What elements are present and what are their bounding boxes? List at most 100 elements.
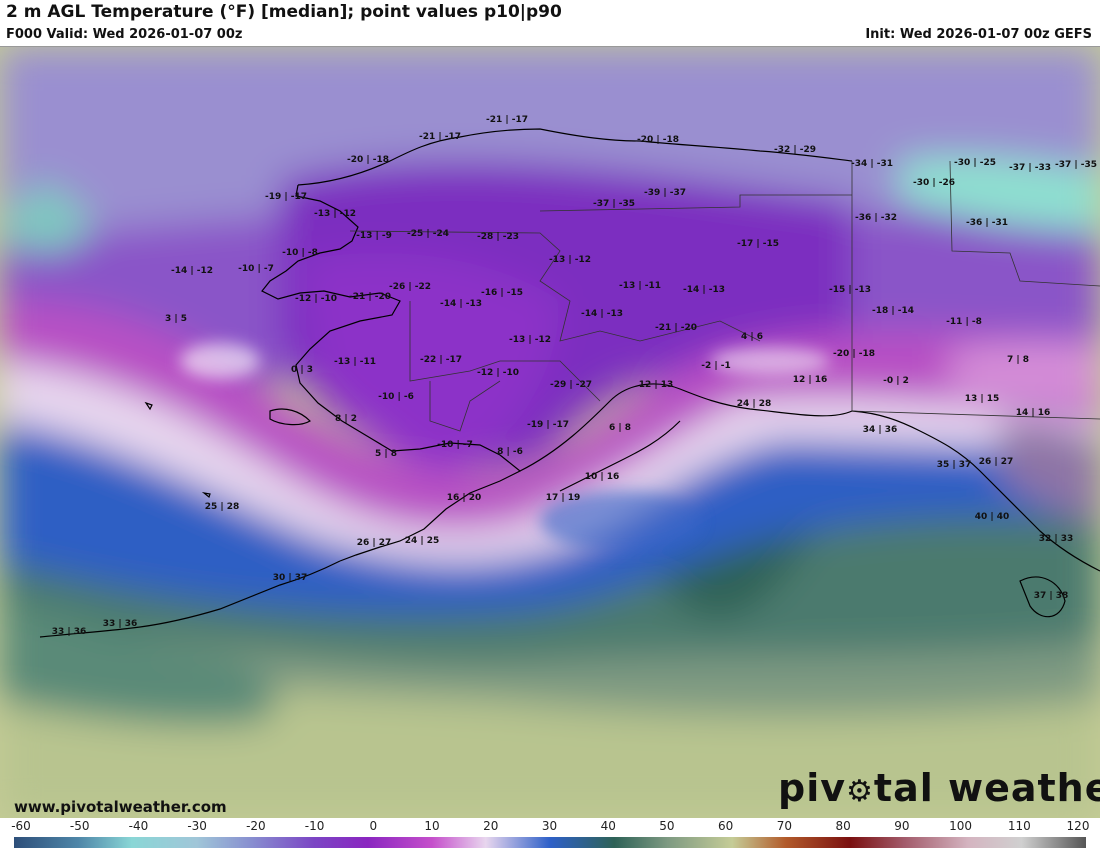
legend-tick: 10	[424, 819, 440, 833]
point-value-label: -36 | -31	[966, 218, 1008, 228]
point-value-label: -21 | -20	[349, 292, 391, 302]
point-value-label: 5 | 8	[375, 449, 397, 459]
legend-tick: 60	[718, 819, 734, 833]
point-value-label: -12 | -10	[295, 294, 337, 304]
admin-borders	[349, 160, 1100, 432]
point-value-label: -21 | -17	[419, 132, 461, 142]
legend-tick: -60	[11, 819, 31, 833]
init-time: Init: Wed 2026-01-07 00z GEFS	[865, 27, 1092, 42]
point-value-label: -22 | -17	[420, 355, 462, 365]
point-value-label: 12 | 16	[793, 375, 828, 385]
point-value-label: -30 | -25	[954, 158, 996, 168]
point-value-label: -20 | -18	[833, 349, 875, 359]
valid-time: F000 Valid: Wed 2026-01-07 00z	[6, 27, 243, 42]
point-value-label: -17 | -15	[737, 239, 779, 249]
point-value-label: -16 | -15	[481, 288, 523, 298]
point-value-label: -28 | -23	[477, 232, 519, 242]
point-value-label: 4 | 6	[741, 332, 763, 342]
point-value-label: -18 | -14	[872, 306, 914, 316]
legend-tick: -40	[128, 819, 149, 833]
website-url[interactable]: www.pivotalweather.com	[14, 798, 227, 816]
legend-tick: -10	[304, 819, 325, 833]
point-value-label: 37 | 38	[1034, 591, 1069, 601]
point-value-label: 17 | 19	[546, 493, 581, 503]
point-value-label: 35 | 37	[937, 460, 972, 470]
point-value-label: -10 | -7	[238, 264, 274, 274]
legend-tick: 30	[541, 819, 558, 833]
temperature-map[interactable]: -21 | -17 -21 | -17 -20 | -18 -20 | -18 -32 …	[0, 46, 1100, 819]
point-value-label: 16 | 20	[447, 493, 482, 503]
point-value-label: 7 | 8	[1007, 355, 1029, 365]
point-value-label: 8 | 2	[335, 414, 357, 424]
legend-tick: 0	[369, 819, 378, 833]
point-value-label: -14 | -12	[171, 266, 213, 276]
point-value-label: -36 | -32	[855, 213, 897, 223]
legend-tick: 40	[600, 819, 616, 833]
point-value-label: 33 | 36	[103, 619, 138, 629]
gear-icon: ⚙	[846, 774, 874, 809]
point-value-label: 6 | 8	[609, 423, 631, 433]
point-value-label: -20 | -18	[637, 135, 679, 145]
legend-tick: 90	[894, 819, 910, 833]
legend-tick: 110	[1007, 819, 1031, 833]
point-value-label: -26 | -22	[389, 282, 431, 292]
point-value-label: -13 | -11	[334, 357, 376, 367]
point-value-label: 34 | 36	[863, 425, 898, 435]
point-value-label: 26 | 27	[979, 457, 1014, 467]
point-value-label: -13 | -12	[549, 255, 591, 265]
point-value-label: -21 | -17	[486, 115, 528, 125]
coastline	[39, 128, 1100, 638]
point-value-label: -14 | -13	[440, 299, 482, 309]
point-value-label: 0 | 3	[291, 365, 313, 375]
point-value-label: -20 | -18	[347, 155, 389, 165]
point-value-label: -13 | -9	[356, 231, 392, 241]
point-value-label: 10 | 16	[585, 472, 620, 482]
point-value-label: -25 | -24	[407, 229, 449, 239]
legend-tick: 50	[659, 819, 675, 833]
legend-tick: -50	[69, 819, 90, 833]
legend-tick: 120	[1066, 819, 1090, 833]
legend-tick: -20	[246, 819, 266, 833]
point-value-label: 30 | 37	[273, 573, 308, 583]
point-value-label: -10 | -6	[378, 392, 414, 402]
point-values: -21 | -17 -21 | -17 -20 | -18 -20 | -18 -32 …	[52, 115, 1097, 637]
point-value-label: -14 | -13	[683, 285, 725, 295]
point-value-label: 12 | 13	[639, 380, 674, 390]
point-value-label: -12 | -10	[477, 368, 519, 378]
map-header: 2 m AGL Temperature (°F) [median]; point…	[0, 0, 1100, 46]
point-value-label: 33 | 36	[52, 627, 87, 637]
point-value-label: -34 | -31	[851, 159, 893, 169]
point-value-label: -37 | -35	[1055, 160, 1097, 170]
point-value-label: 3 | 5	[165, 314, 187, 324]
point-value-label: -2 | -1	[701, 361, 731, 371]
point-value-label: -39 | -37	[644, 188, 686, 198]
legend-tick: 100	[949, 819, 972, 833]
map-title: 2 m AGL Temperature (°F) [median]; point…	[6, 2, 562, 22]
point-value-label: -13 | -11	[619, 281, 661, 291]
point-value-label: 24 | 28	[737, 399, 772, 409]
point-value-label: 24 | 25	[405, 536, 440, 546]
point-value-label: -30 | -26	[913, 178, 955, 188]
legend-tick: 20	[483, 819, 499, 833]
point-value-label: 26 | 27	[357, 538, 392, 548]
legend-colorbar	[14, 837, 1086, 848]
point-value-label: -19 | -17	[527, 420, 569, 430]
point-value-label: -13 | -12	[509, 335, 551, 345]
point-value-label: -10 | -7	[437, 440, 473, 450]
point-value-label: -10 | -8	[282, 248, 318, 258]
point-value-label: -37 | -35	[593, 199, 635, 209]
color-legend: -60 -50 -40 -30 -20 -10 0 10 20 30 40 50 60 70 80 90 100…	[0, 818, 1100, 850]
point-value-label: -37 | -33	[1009, 163, 1051, 173]
point-value-label: -21 | -20	[655, 323, 697, 333]
point-value-label: -32 | -29	[774, 145, 816, 155]
point-value-label: 14 | 16	[1016, 408, 1051, 418]
point-value-label: -14 | -13	[581, 309, 623, 319]
point-value-label: -15 | -13	[829, 285, 871, 295]
point-value-label: -29 | -27	[550, 380, 592, 390]
point-value-label: -11 | -8	[946, 317, 982, 327]
point-value-label: 32 | 33	[1039, 534, 1074, 544]
legend-tick: 80	[835, 819, 851, 833]
point-value-label: 40 | 40	[975, 512, 1010, 522]
point-value-label: 25 | 28	[205, 502, 240, 512]
point-value-label: -13 | -12	[314, 209, 356, 219]
